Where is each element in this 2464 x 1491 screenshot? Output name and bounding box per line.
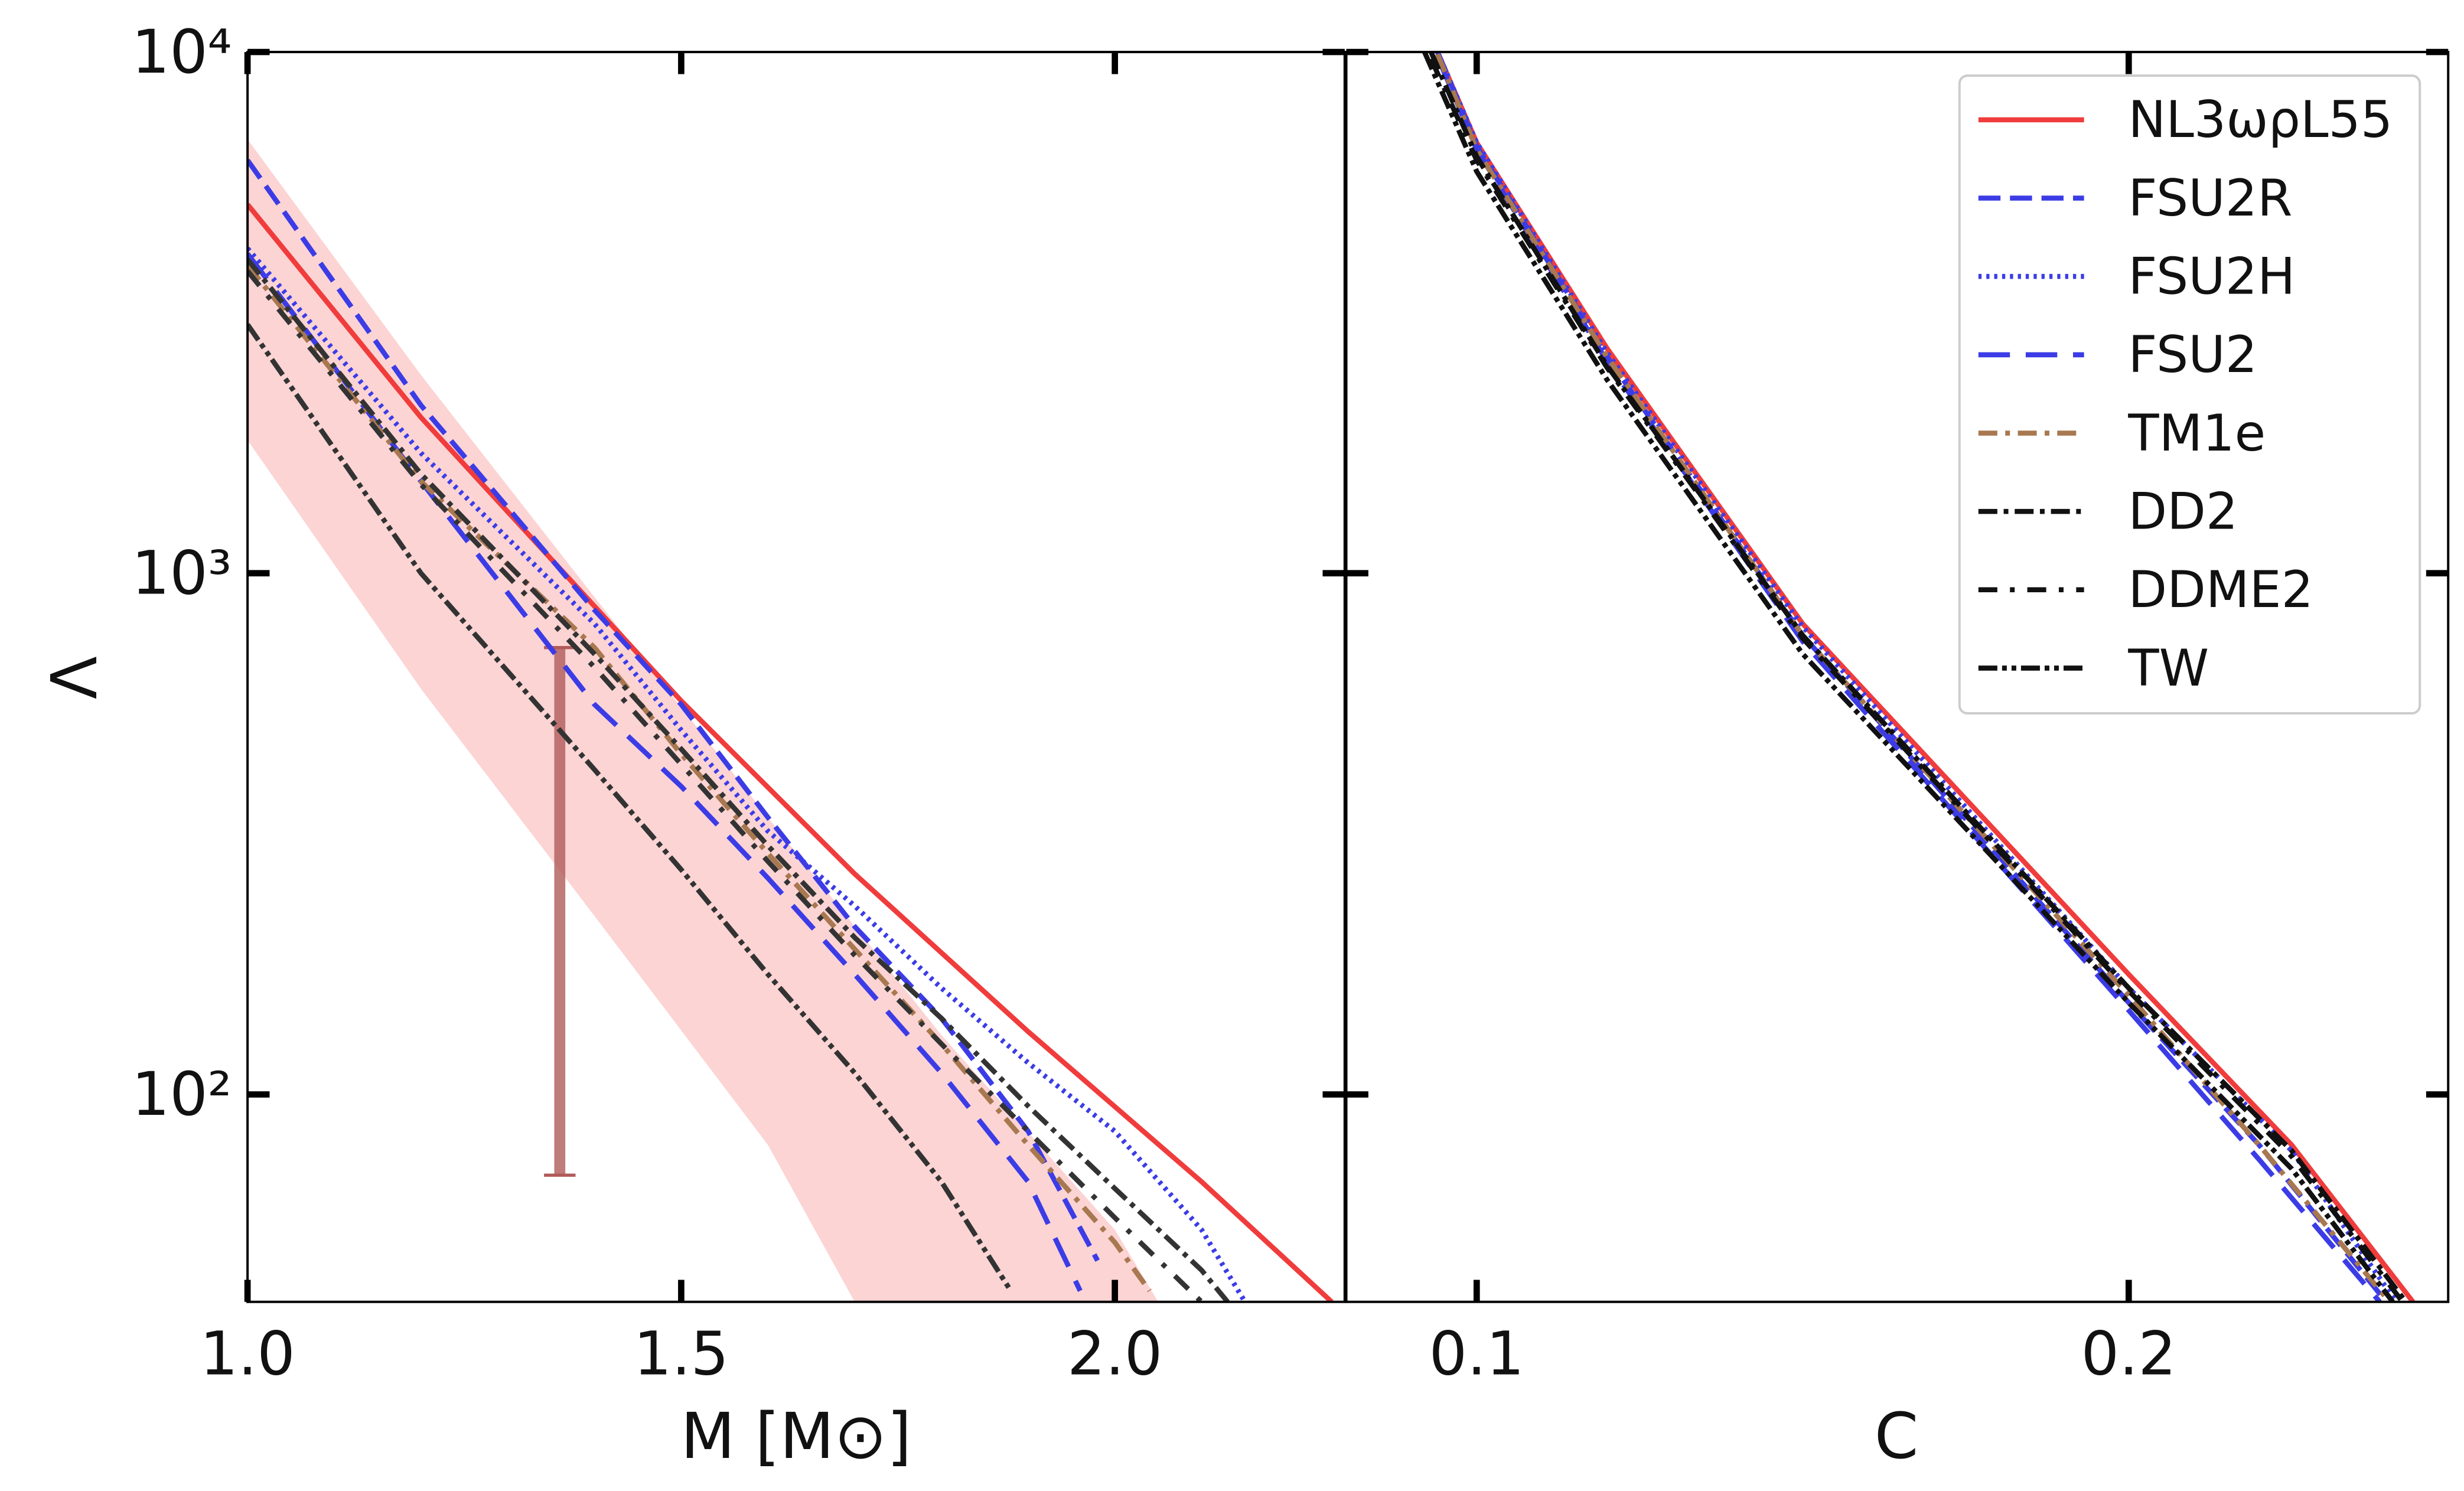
series-line	[247, 257, 1230, 1302]
series-line	[247, 252, 1083, 1292]
series-line	[247, 269, 1204, 1302]
x-tick-label: 1.5	[634, 1319, 729, 1388]
y-tick-label: 10²	[132, 1059, 232, 1129]
axes-frame	[246, 51, 1346, 1303]
y-tick-label: 10⁴	[132, 17, 232, 87]
legend-label: FSU2	[2128, 326, 2257, 384]
x-tick-label: 1.0	[200, 1319, 295, 1388]
x-axis-label: M [M⊙]	[681, 1400, 912, 1473]
series-line	[247, 323, 1013, 1293]
legend-label: TM1e	[2127, 404, 2266, 463]
x-axis-label: C	[1875, 1400, 1919, 1473]
legend-label: FSU2H	[2128, 248, 2295, 306]
legend-label: DD2	[2128, 482, 2238, 541]
y-axis-label: Λ	[38, 656, 112, 699]
series-line	[247, 246, 1247, 1302]
legend-label: DDME2	[2128, 561, 2313, 619]
series-line	[247, 203, 1334, 1302]
series-line	[1422, 52, 2395, 1302]
legend-label: FSU2R	[2128, 169, 2292, 228]
x-tick-label: 0.2	[2081, 1319, 2176, 1388]
y-tick-label: 10³	[132, 538, 232, 608]
axes-frame	[1345, 51, 2450, 1303]
plot-area	[247, 139, 1334, 1302]
legend-box	[1958, 74, 2421, 715]
series-line	[247, 158, 1100, 1262]
series-line	[1429, 58, 2405, 1302]
plot-area	[1422, 52, 2416, 1302]
x-tick-label: 0.1	[1429, 1319, 1524, 1388]
legend-label: TW	[2127, 640, 2209, 698]
legend-label: NL3ωρL55	[2128, 91, 2393, 149]
x-tick-label: 2.0	[1067, 1319, 1162, 1388]
